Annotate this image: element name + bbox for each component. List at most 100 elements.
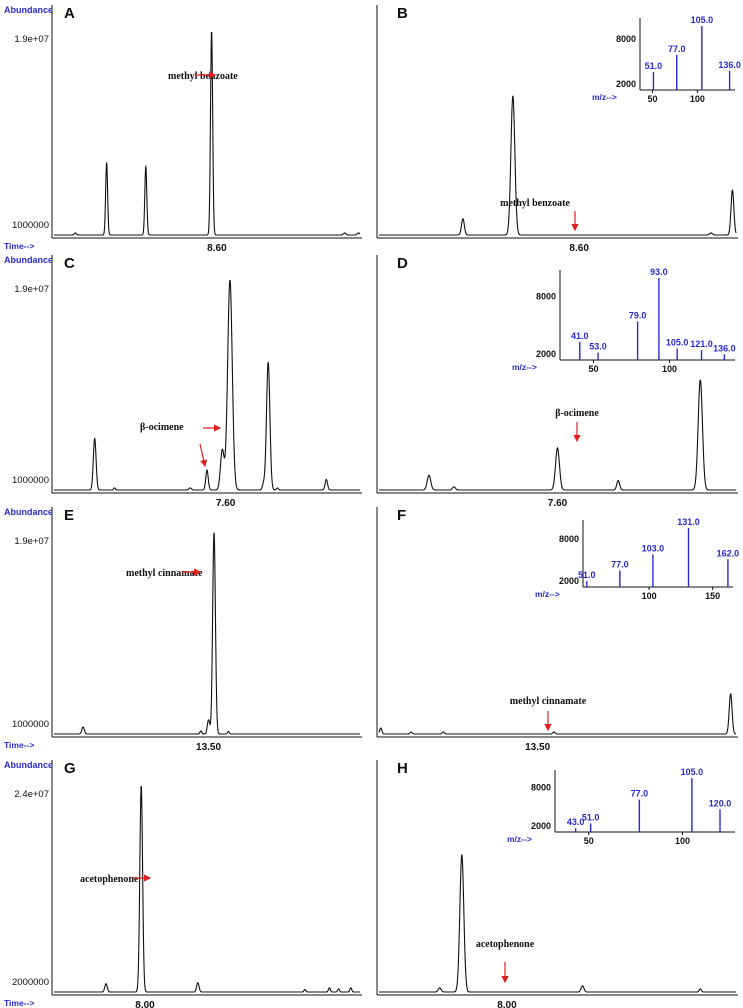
ms-peak-label: 121.0 (690, 339, 713, 349)
ms-y-tick: 2000 (531, 821, 551, 831)
chromatogram-trace (54, 280, 360, 491)
ms-x-tick: 100 (690, 94, 705, 104)
panel-letter-a: A (64, 5, 75, 22)
panel-letter-h: H (397, 760, 408, 777)
x-tick-label: 8.60 (569, 243, 589, 254)
panel-f: F 13.50 methyl cinnamate 8000 2000 m/z--> 100 1… (376, 507, 739, 753)
ms-peak-label: 93.0 (650, 267, 668, 277)
ms-x-axis-label: m/z--> (507, 834, 532, 844)
abundance-label: Abundance (4, 760, 53, 770)
mass-spectrum-inset: 8000 2000 m/z--> 100 150 51.0 77.0 103.0 131.0 16… (535, 517, 739, 601)
panel-e: E Abundance 1.9e+07 1000000 Time--> 13.50 meth… (4, 507, 362, 753)
annotation-label: acetophenone (476, 939, 535, 950)
y-label-top: 2.4e+07 (14, 789, 49, 800)
ms-x-axis-label: m/z--> (512, 362, 537, 372)
annotation-arrow-secondary (199, 443, 208, 468)
ms-x-tick: 100 (662, 364, 677, 374)
panel-g: G Abundance 2.4e+07 2000000 Time--> 8.00 aceto… (4, 760, 362, 1008)
ms-peak-label: 51.0 (645, 61, 663, 71)
time-label: Time--> (4, 241, 34, 251)
chromatogram-trace (379, 95, 737, 236)
chromatogram-trace (54, 786, 360, 993)
panel-letter-d: D (397, 255, 408, 272)
annotation-label: β-ocimene (555, 408, 599, 419)
ms-x-tick: 50 (588, 364, 598, 374)
panel-c: C Abundance 1.9e+07 1000000 7.60 β-ocimene (4, 255, 362, 509)
mass-spectrum-inset: 8000 2000 m/z--> 50 100 51.0 77.0 105.0 136.0 (592, 15, 741, 104)
x-tick-label: 13.50 (525, 742, 550, 753)
annotation-label: methyl cinnamate (126, 568, 203, 579)
abundance-label: Abundance (4, 255, 53, 265)
ms-peak-label: 77.0 (631, 789, 649, 799)
ms-peak-label: 105.0 (666, 338, 689, 348)
mass-spectrum-inset: 8000 2000 m/z--> 50 100 41.053.0 79.0 93.0 105.0… (512, 267, 736, 374)
ms-peak-label: 103.0 (642, 544, 665, 554)
ms-peak-label: 77.0 (611, 559, 629, 569)
abundance-label: Abundance (4, 507, 53, 517)
ms-peak-label: 120.0 (709, 798, 732, 808)
ms-peak-label: 105.0 (681, 767, 704, 777)
ms-peak-label: 136.0 (713, 343, 736, 353)
panel-d: D 7.60 β-ocimene 8000 2000 m/z--> 50 100 41.053.… (376, 255, 738, 509)
x-tick-label: 8.60 (207, 243, 227, 254)
x-tick-label: 8.00 (497, 1000, 517, 1008)
panel-a: A Abundance 1.9e+07 1000000 Time--> 8.60 methy… (4, 5, 362, 254)
ms-y-tick: 8000 (559, 534, 579, 544)
ms-x-tick: 50 (584, 836, 594, 846)
y-label-top: 1.9e+07 (14, 34, 49, 45)
annotation-label: methyl cinnamate (510, 696, 587, 707)
ms-peak-label: 51.0 (582, 812, 600, 822)
annotation-label: β-ocimene (140, 422, 184, 433)
chromatogram-trace (379, 379, 736, 491)
y-label-top: 1.9e+07 (14, 284, 49, 295)
ms-peak-label: 105.0 (691, 15, 714, 25)
panel-b: B 8.60 methyl benzoate 8000 2000 m/z--> 50 100 5… (376, 5, 741, 254)
ms-y-tick: 8000 (616, 34, 636, 44)
x-tick-label: 13.50 (196, 742, 221, 753)
x-tick-label: 7.60 (216, 498, 236, 509)
ms-peak-label: 51.0 (578, 570, 596, 580)
chromatogram-trace (379, 854, 736, 993)
x-tick-label: 8.00 (135, 1000, 155, 1008)
panel-h: H 8.00 acetophenone 8000 2000 m/z--> 50 100 43.0… (376, 760, 738, 1008)
ms-peak-label: 162.0 (717, 548, 740, 558)
ms-x-tick: 100 (675, 836, 690, 846)
time-label: Time--> (4, 740, 34, 750)
ms-peak-label: 77.0 (668, 44, 686, 54)
ms-peak-label: 79.0 (629, 310, 647, 320)
y-label-bottom: 2000000 (12, 977, 49, 988)
mass-spectrum-inset: 8000 2000 m/z--> 50 100 43.051.0 77.0 105.0 120.… (507, 767, 735, 846)
ms-x-axis-label: m/z--> (535, 589, 560, 599)
annotation-label: methyl benzoate (500, 198, 570, 209)
panel-letter-f: F (397, 507, 406, 524)
chromatogram-trace (378, 693, 737, 735)
abundance-label: Abundance (4, 5, 53, 15)
panel-letter-e: E (64, 507, 74, 524)
ms-peak-label: 136.0 (718, 60, 741, 70)
y-label-bottom: 1000000 (12, 220, 49, 231)
ms-x-tick: 150 (705, 591, 720, 601)
ms-y-tick: 2000 (559, 576, 579, 586)
y-label-top: 1.9e+07 (14, 536, 49, 547)
ms-y-tick: 2000 (616, 79, 636, 89)
chromatogram-trace (54, 532, 360, 735)
x-tick-label: 7.60 (548, 498, 568, 509)
y-label-bottom: 1000000 (12, 719, 49, 730)
ms-peak-label: 41.0 (571, 331, 589, 341)
ms-y-tick: 2000 (536, 349, 556, 359)
ms-x-tick: 100 (642, 591, 657, 601)
annotation-label: acetophenone (80, 874, 139, 885)
ms-peak-label: 131.0 (677, 517, 700, 527)
y-label-bottom: 1000000 (12, 475, 49, 486)
chromatogram-trace (54, 32, 361, 236)
panel-letter-c: C (64, 255, 75, 272)
ms-y-tick: 8000 (536, 292, 556, 302)
panel-letter-g: G (64, 760, 76, 777)
ms-peak-label: 53.0 (589, 342, 607, 352)
ms-y-tick: 8000 (531, 782, 551, 792)
ms-peak-label: 43.0 (567, 817, 585, 827)
time-label: Time--> (4, 998, 34, 1008)
panel-letter-b: B (397, 5, 408, 22)
ms-x-axis-label: m/z--> (592, 92, 617, 102)
